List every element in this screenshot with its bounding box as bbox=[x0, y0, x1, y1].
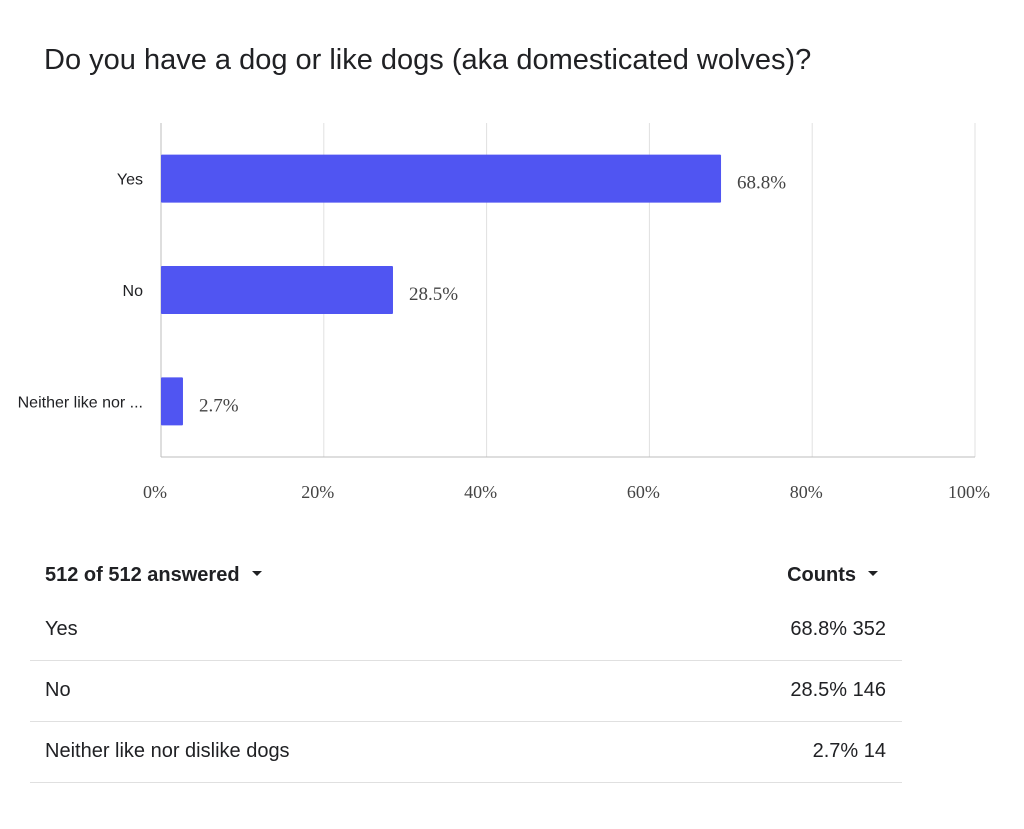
y-category-label: Neither like nor ... bbox=[18, 394, 143, 411]
x-tick-label: 100% bbox=[948, 482, 990, 502]
answered-count: 512 of 512 answered bbox=[45, 564, 240, 586]
x-tick-label: 40% bbox=[464, 482, 497, 502]
x-tick-label: 80% bbox=[790, 482, 823, 502]
y-category-label: Yes bbox=[117, 172, 143, 189]
row-value: 2.7% 14 bbox=[812, 740, 886, 762]
counts-dropdown[interactable]: Counts bbox=[787, 564, 878, 587]
x-tick-label: 60% bbox=[627, 482, 660, 502]
x-tick-label: 20% bbox=[301, 482, 334, 502]
caret-down-icon bbox=[868, 571, 878, 577]
response-summary: 512 of 512 answered Counts Yes 68.8% 352… bbox=[30, 558, 902, 783]
bar-value-label: 28.5% bbox=[409, 284, 458, 305]
bar-chart: 0% 20% 40% 60% 80% 100% Yes 68.8% No 28.5% Neither… bbox=[18, 123, 990, 502]
row-value: 28.5% 146 bbox=[790, 679, 886, 701]
x-tick-label: 0% bbox=[143, 482, 167, 502]
row-label: Yes bbox=[45, 618, 78, 640]
bar bbox=[161, 266, 393, 314]
summary-row: Neither like nor dislike dogs 2.7% 14 bbox=[30, 722, 902, 783]
counts-label: Counts bbox=[787, 564, 856, 586]
row-value: 68.8% 352 bbox=[790, 618, 886, 640]
summary-row: Yes 68.8% 352 bbox=[30, 600, 902, 661]
caret-down-icon bbox=[251, 571, 262, 577]
row-label: No bbox=[45, 679, 71, 701]
chart-title: Do you have a dog or like dogs (aka dome… bbox=[44, 44, 812, 76]
summary-header: 512 of 512 answered Counts bbox=[30, 558, 902, 600]
summary-row: No 28.5% 146 bbox=[30, 661, 902, 722]
bar-value-label: 2.7% bbox=[199, 395, 239, 416]
y-category-label: No bbox=[123, 283, 144, 300]
row-label: Neither like nor dislike dogs bbox=[45, 740, 290, 762]
bar-value-label: 68.8% bbox=[737, 173, 786, 194]
bar bbox=[161, 154, 722, 203]
answered-dropdown[interactable]: 512 of 512 answered bbox=[45, 564, 262, 587]
bar bbox=[161, 377, 183, 426]
